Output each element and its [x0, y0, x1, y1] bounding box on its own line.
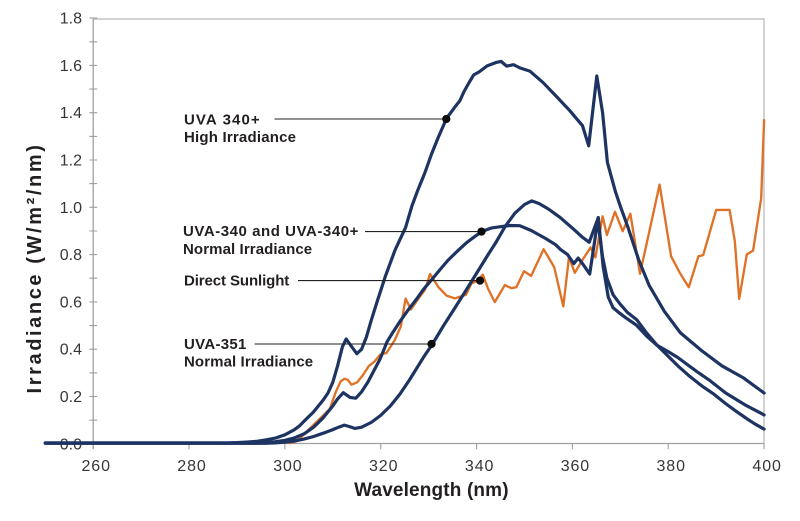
svg-text:0.6: 0.6	[60, 294, 82, 311]
svg-text:Normal Irradiance: Normal Irradiance	[183, 241, 312, 258]
svg-text:UVA-351: UVA-351	[184, 336, 247, 353]
svg-text:320: 320	[369, 458, 398, 475]
svg-text:1.8: 1.8	[60, 11, 82, 28]
svg-text:1.4: 1.4	[60, 105, 82, 122]
svg-text:1.0: 1.0	[60, 200, 82, 217]
svg-text:400: 400	[752, 458, 781, 475]
svg-text:0.4: 0.4	[60, 342, 82, 359]
svg-text:UVA 340+: UVA 340+	[184, 111, 261, 128]
svg-text:Direct Sunlight: Direct Sunlight	[184, 272, 289, 289]
svg-text:280: 280	[177, 458, 206, 475]
svg-text:High Irradiance: High Irradiance	[184, 129, 296, 146]
svg-text:380: 380	[656, 458, 685, 475]
svg-text:UVA-340 and UVA-340+: UVA-340 and UVA-340+	[183, 223, 359, 240]
svg-text:Normal Irradiance: Normal Irradiance	[184, 353, 313, 370]
svg-text:340: 340	[465, 458, 494, 475]
svg-text:260: 260	[81, 458, 110, 475]
svg-text:0.2: 0.2	[60, 389, 82, 406]
svg-text:Wavelength (nm): Wavelength (nm)	[354, 480, 509, 501]
svg-text:360: 360	[561, 458, 590, 475]
svg-text:0.8: 0.8	[60, 247, 82, 264]
svg-text:300: 300	[273, 458, 302, 475]
svg-text:Irradiance (W/m²/nm): Irradiance (W/m²/nm)	[24, 143, 46, 394]
svg-text:1.2: 1.2	[60, 153, 82, 170]
svg-text:1.6: 1.6	[60, 58, 82, 75]
